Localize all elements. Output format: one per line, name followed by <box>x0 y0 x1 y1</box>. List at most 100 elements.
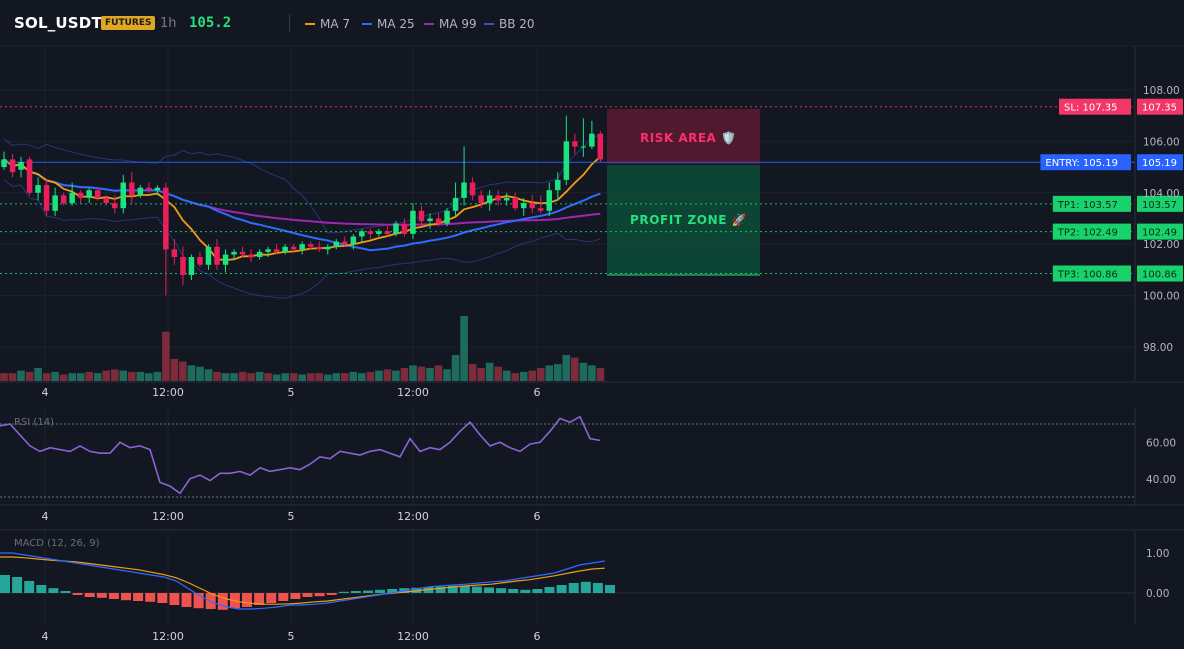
chart-header: SOL_USDT FUTURES 1h 105.2 MA 7 MA 25 MA … <box>0 0 1184 46</box>
volume-bars <box>0 316 605 381</box>
time-label-1-1: 12:00 <box>152 510 184 523</box>
candle-body <box>112 203 118 209</box>
volume-bar <box>571 357 579 381</box>
volume-bar <box>93 373 102 381</box>
price-tick-3: 102.00 <box>1143 239 1180 251</box>
level-price-2: 103.57 <box>1142 200 1177 211</box>
time-label-2-3: 12:00 <box>397 630 429 643</box>
candle-body <box>180 257 186 275</box>
macd-histogram-bar <box>133 593 144 601</box>
candle-body <box>427 218 433 222</box>
macd-histogram-bar <box>338 591 349 593</box>
macd-histogram-bar <box>387 589 398 593</box>
timeframe-label[interactable]: 1h <box>160 16 177 31</box>
macd-histogram-bar <box>242 593 252 607</box>
volume-bar <box>460 316 468 381</box>
price-tick-4: 100.00 <box>1143 291 1180 303</box>
rsi-title: RSI (14) <box>14 417 54 428</box>
risk-area-label: RISK AREA 🛡️ <box>640 131 736 145</box>
volume-bar <box>281 373 289 381</box>
volume-bar <box>366 371 375 381</box>
candle-body <box>376 231 382 234</box>
macd-histogram-bar <box>121 593 131 601</box>
volume-bar <box>511 373 519 381</box>
candle-body <box>350 236 357 245</box>
volume-bar <box>502 370 511 381</box>
volume-bar <box>179 361 187 381</box>
macd-signal-line <box>0 556 605 605</box>
candle-body <box>205 246 212 265</box>
level-price-bg-0 <box>1137 98 1183 115</box>
volume-bar <box>306 373 315 381</box>
symbol-name[interactable]: SOL_USDT <box>14 14 102 32</box>
legend-ma99-label: MA 99 <box>439 17 477 31</box>
macd-histogram-bar <box>12 577 23 593</box>
volume-bar <box>25 371 34 381</box>
volume-bar <box>545 365 554 381</box>
candlesticks <box>1 115 604 296</box>
macd-histogram-bar <box>108 593 119 599</box>
candle-body <box>401 223 408 234</box>
volume-bar <box>451 355 460 381</box>
volume-bar <box>111 369 119 381</box>
price-tick-2: 104.00 <box>1143 188 1180 200</box>
candle-body <box>248 254 254 258</box>
candle-body <box>129 182 135 196</box>
macd-histogram-bar <box>0 575 10 593</box>
volume-bar <box>8 373 17 381</box>
macd-histogram-bar <box>145 593 156 602</box>
macd-histogram-bar <box>556 585 567 593</box>
time-label-2-4: 6 <box>534 630 541 643</box>
macd-histogram-bar <box>302 593 313 597</box>
macd-histogram-bar <box>435 586 446 593</box>
macd-histogram-bar <box>459 585 470 593</box>
volume-bar <box>0 373 8 381</box>
macd-histogram-bar <box>217 593 228 610</box>
volume-bar <box>34 368 42 381</box>
risk-area-zone <box>607 109 760 164</box>
volume-bar <box>375 370 383 381</box>
candle-body <box>171 249 178 257</box>
candle-body <box>273 249 280 252</box>
candle-body <box>503 197 510 201</box>
macd-pane: MACD (12, 26, 9) <box>0 529 1184 625</box>
volume-bar <box>383 369 392 381</box>
level-tag-bg-0 <box>1059 98 1131 115</box>
level-tag-0: SL: 107.35 <box>1064 103 1117 114</box>
candle-body <box>120 182 126 209</box>
macd-histogram-bar <box>508 589 519 593</box>
legend-ma25[interactable]: MA 25 <box>362 17 415 31</box>
candle-body <box>597 133 604 160</box>
volume-bar <box>588 365 596 381</box>
candle-body <box>214 246 220 265</box>
macd-histogram-bar <box>592 583 603 593</box>
profit-zone <box>607 165 760 275</box>
candle-body <box>486 195 493 204</box>
volume-bar <box>596 368 605 381</box>
macd-histogram-bar <box>266 593 277 603</box>
level-price-3: 102.49 <box>1142 228 1177 239</box>
price-tick-5: 98.00 <box>1143 342 1173 354</box>
volume-bar <box>102 370 110 381</box>
legend-bb20[interactable]: BB 20 <box>484 17 535 31</box>
legend-ma7[interactable]: MA 7 <box>305 17 350 31</box>
legend-ma99[interactable]: MA 99 <box>424 17 477 31</box>
time-label-0-3: 12:00 <box>397 386 429 399</box>
candle-body <box>52 195 58 211</box>
macd-indicator: 1.00 0.00 <box>0 548 1169 610</box>
volume-bar <box>230 373 238 381</box>
macd-histogram-bar <box>60 591 71 593</box>
header-divider <box>289 14 290 32</box>
candle-body <box>256 251 263 257</box>
candle-body <box>43 185 50 211</box>
candle-body <box>299 244 305 250</box>
candle-body <box>546 190 552 211</box>
candle-body <box>69 192 75 204</box>
macd-histogram-bar <box>254 593 265 605</box>
candle-body <box>18 162 24 170</box>
candle-body <box>589 133 595 147</box>
volume-bar <box>51 371 59 381</box>
volume-bar <box>537 368 545 381</box>
legend-bb20-label: BB 20 <box>499 17 535 31</box>
